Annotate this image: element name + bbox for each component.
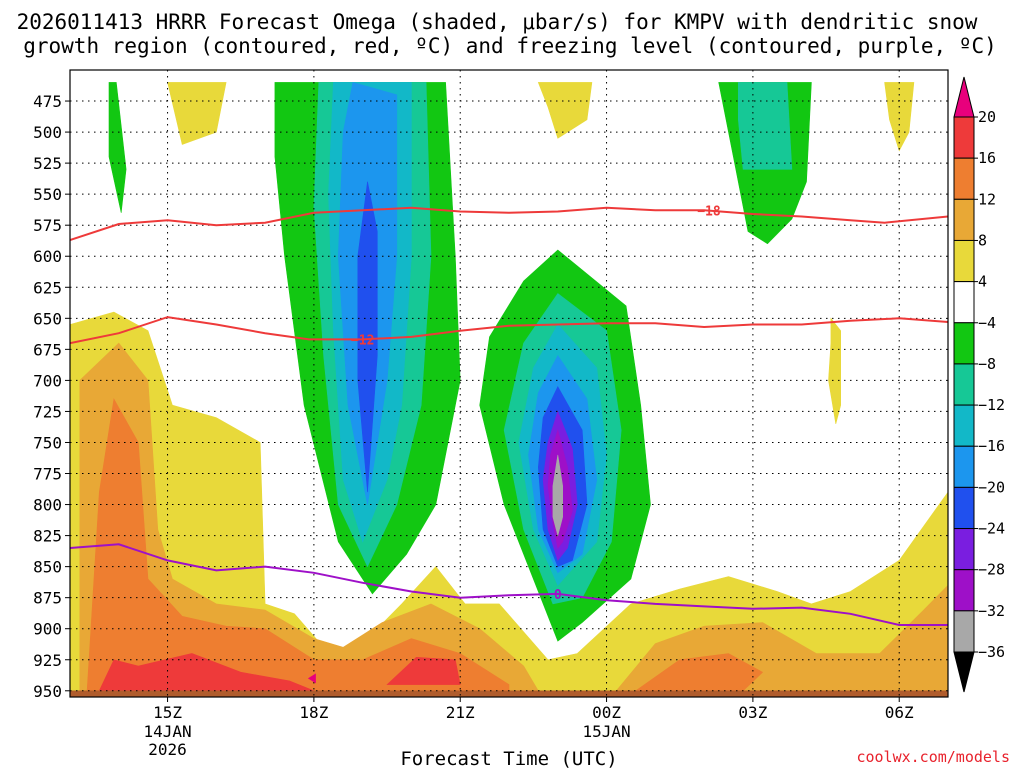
x-tick-label-00Z: 00Z [592, 703, 621, 722]
x-tick-date-15Z: 14JAN [143, 722, 191, 741]
region-omega-pos-4-to-8-upper-mid [537, 82, 593, 139]
annotation-layer [307, 673, 316, 684]
colorbar-segment-9 [953, 445, 975, 488]
region-omega-neg-20-to-24-plume [357, 181, 378, 493]
colorbar: 20 16 12 8 4 −4 −8 −12 −16 −20 −24 −28 −32 −36 [953, 76, 1005, 693]
x-tick-label-15Z: 15Z [153, 703, 182, 722]
y-tick-label-525: 525 [33, 154, 62, 173]
y-tick-label-625: 625 [33, 278, 62, 297]
colorbar-label-0: 20 [978, 108, 996, 126]
region-omega-pos-4-to-8-upper-left [167, 82, 227, 145]
region-omega-pos-8-to-12-lowlevel [79, 342, 539, 692]
colorbar-segment-10 [953, 486, 975, 530]
colorbar-bottom-extend [953, 651, 975, 693]
colorbar-label-10: −24 [978, 520, 1005, 538]
colorbar-label-4: 4 [978, 273, 987, 291]
x-tick-year-15Z: 2026 [148, 740, 187, 759]
colorbar-label-11: −28 [978, 561, 1005, 579]
region-omega-pos-4-to-8-mid-right [828, 317, 842, 424]
colorbar-segment-5 [953, 281, 975, 324]
region-omega-pos-4-to-8-lowlevel [70, 311, 948, 697]
colorbar-label-2: 12 [978, 190, 996, 208]
x-tick-label-03Z: 03Z [738, 703, 767, 722]
colorbar-label-8: −16 [978, 437, 1005, 455]
colorbar-label-5: −4 [978, 314, 996, 332]
title-line-2: growth region (contoured, red, ºC) and f… [23, 34, 997, 58]
colorbar-segment-3 [953, 198, 975, 241]
region-omega-neg-4-to-8-west-streak [108, 82, 127, 213]
x-tick-label-18Z: 18Z [299, 703, 328, 722]
contour-freezing-level-0c [70, 543, 948, 626]
y-tick-label-725: 725 [33, 402, 62, 421]
y-tick-label-475: 475 [33, 92, 62, 111]
colorbar-label-13: −36 [978, 643, 1005, 661]
y-tick-label-550: 550 [33, 185, 62, 204]
colorbar-top-extend [953, 76, 975, 118]
region-omega-pos-16-to-20-sfc [98, 653, 315, 692]
colorbar-segment-7 [953, 363, 975, 406]
y-tick-label-925: 925 [33, 651, 62, 670]
colorbar-label-12: −32 [978, 602, 1005, 620]
colorbar-segment-12 [953, 569, 975, 612]
y-tick-label-500: 500 [33, 123, 62, 142]
y-tick-label-850: 850 [33, 558, 62, 577]
max-omega-marker [307, 673, 316, 684]
y-tick-label-950: 950 [33, 682, 62, 701]
y-tick-label-575: 575 [33, 216, 62, 235]
y-tick-label-900: 900 [33, 620, 62, 639]
y-tick-label-650: 650 [33, 309, 62, 328]
colorbar-segment-13 [953, 610, 975, 653]
x-tick-date-00Z: 15JAN [582, 722, 630, 741]
title-line-1: 2026011413 HRRR Forecast Omega (shaded, … [17, 10, 978, 34]
y-tick-label-750: 750 [33, 433, 62, 452]
y-tick-label-675: 675 [33, 340, 62, 359]
region-terrain-strip [70, 690, 948, 697]
x-tick-label-21Z: 21Z [446, 703, 475, 722]
x-axis-label: Forecast Time (UTC) [400, 748, 617, 768]
grid-layer [70, 70, 948, 697]
contour-layer: −18 −12 0 [70, 204, 948, 626]
y-tick-label-700: 700 [33, 371, 62, 390]
colorbar-label-9: −20 [978, 478, 1005, 496]
region-omega-pos-12-to-16-lowlevel [86, 398, 510, 692]
contour-minus-12c-isotherm [70, 316, 948, 345]
contour-label-minus-12c-isotherm: −12 [351, 333, 374, 348]
colorbar-label-1: 16 [978, 149, 996, 167]
region-omega-neg-32-to-36-core [552, 454, 564, 537]
region-omega-neg-8-to-12-northeast [737, 82, 793, 170]
y-axis: 475 500 525 550 575 600 625 650 675 700 725 750 775 8… [33, 92, 70, 701]
region-omega-pos-4-to-8-upper-right [884, 82, 915, 152]
y-tick-label-775: 775 [33, 465, 62, 484]
colorbar-segment-6 [953, 322, 975, 365]
contour-minus-18c-isotherm [70, 206, 948, 242]
x-tick-label-06Z: 06Z [885, 703, 914, 722]
colorbar-segment-8 [953, 404, 975, 447]
y-tick-label-800: 800 [33, 496, 62, 515]
contour-label-freezing-level-0c: 0 [554, 588, 562, 603]
colorbar-segment-2 [953, 157, 975, 200]
credit-text: coolwx.com/models [856, 748, 1010, 766]
plot-frame [69, 69, 949, 698]
colorbar-segment-1 [953, 116, 975, 159]
colorbar-segment-11 [953, 528, 975, 571]
colorbar-segment-4 [953, 239, 975, 283]
contour-label-minus-18c-isotherm: −18 [697, 204, 721, 219]
colorbar-label-7: −12 [978, 396, 1005, 414]
colorbar-label-3: 8 [978, 231, 987, 249]
y-tick-label-600: 600 [33, 247, 62, 266]
colorbar-label-6: −8 [978, 355, 996, 373]
y-tick-label-875: 875 [33, 589, 62, 608]
y-tick-label-825: 825 [33, 527, 62, 546]
